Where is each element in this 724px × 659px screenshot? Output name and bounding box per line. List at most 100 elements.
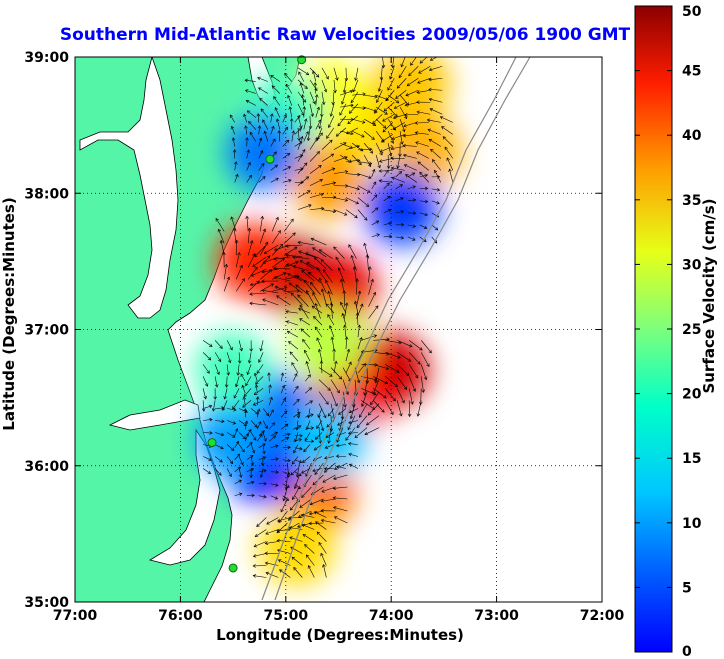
velocity-vector [308, 272, 321, 283]
vector-head [374, 110, 378, 114]
vector-head [265, 412, 270, 417]
vector-head [262, 298, 266, 302]
vector-head [372, 122, 377, 126]
velocity-vector [419, 187, 428, 190]
vector-head [404, 113, 408, 117]
vector-head [428, 97, 433, 102]
vector-head [287, 445, 291, 450]
velocity-vector [272, 258, 285, 268]
velocity-vector [293, 412, 301, 418]
velocity-vector [255, 529, 267, 537]
velocity-vector [309, 208, 324, 210]
vector-head [245, 215, 249, 220]
velocity-vector [291, 456, 299, 465]
vector-head [299, 125, 303, 129]
velocity-vector [273, 267, 291, 270]
vector-head [342, 89, 347, 94]
vector-head [302, 99, 307, 103]
vector-head [285, 253, 289, 258]
vector-head [296, 289, 300, 293]
vector-head [414, 131, 419, 135]
vector-head [287, 432, 291, 437]
vector-head [318, 165, 322, 169]
vector-head [296, 274, 300, 279]
vector-head [298, 459, 303, 464]
vector-head [243, 422, 248, 426]
vector-head [237, 251, 241, 256]
vector-head [322, 479, 326, 483]
vector-head [284, 126, 288, 131]
vector-head [436, 201, 440, 205]
vector-head [271, 422, 275, 426]
vector-head [297, 240, 301, 245]
velocity-vector [379, 170, 393, 172]
velocity-vector [266, 517, 279, 525]
velocity-vector [342, 391, 346, 408]
velocity-vector [385, 340, 402, 344]
vector-head [348, 110, 353, 114]
vector-head [371, 406, 376, 410]
vector-head [410, 62, 414, 66]
velocity-vector [274, 276, 291, 282]
vector-head [344, 77, 349, 82]
vector-head [208, 404, 213, 409]
vector-head [319, 178, 323, 183]
vector-head [354, 214, 358, 219]
velocity-vector [340, 302, 347, 314]
velocity-vector [394, 101, 407, 109]
vector-head [264, 425, 268, 430]
vector-head [249, 442, 253, 446]
velocity-vector [315, 107, 320, 118]
vector-head [208, 457, 212, 461]
vector-head [308, 387, 313, 391]
vector-head [219, 239, 224, 244]
vector-head [392, 126, 397, 130]
vector-head [344, 302, 349, 306]
velocity-vector [297, 190, 311, 198]
vector-head [299, 154, 304, 158]
vector-head [231, 434, 236, 438]
vector-head [411, 172, 416, 176]
vector-head [333, 246, 337, 250]
velocity-vector [272, 272, 287, 280]
velocity-vector [243, 114, 248, 123]
vector-head [365, 380, 370, 384]
velocity-vector [246, 468, 254, 473]
vector-head [362, 92, 366, 96]
vector-head [288, 282, 293, 286]
vector-head [287, 273, 291, 277]
velocity-vector [256, 409, 260, 418]
velocity-vector [348, 453, 359, 457]
vector-head [244, 409, 248, 413]
velocity-vector [328, 115, 335, 128]
colorbar: 0 5 10 15 20 25 30 35 40 45 50 Surface Velocity (c… [634, 4, 718, 659]
velocity-vector [334, 462, 348, 470]
vector-head [360, 303, 364, 307]
velocity-vector [312, 247, 327, 258]
velocity-vector [276, 295, 291, 306]
velocity-vector [375, 155, 381, 168]
velocity-vector [226, 468, 232, 477]
vector-head [206, 370, 210, 374]
velocity-vector [366, 254, 369, 271]
vector-head [374, 194, 378, 198]
velocity-vector [234, 441, 239, 448]
velocity-vector [397, 78, 407, 89]
vector-head [337, 122, 341, 127]
velocity-vector [258, 443, 266, 449]
vector-head [392, 397, 396, 402]
vector-head [276, 118, 280, 122]
vector-head [207, 470, 212, 474]
velocity-vector [398, 66, 407, 78]
vector-head [416, 413, 421, 417]
velocity-vector [407, 236, 416, 241]
vector-head [338, 411, 342, 415]
velocity-vector [270, 495, 278, 500]
velocity-vector [258, 163, 265, 171]
vector-head [314, 257, 318, 261]
vector-head [399, 412, 403, 417]
vector-head [315, 521, 319, 525]
velocity-vector [202, 352, 212, 361]
vector-head [378, 159, 383, 163]
velocity-vector [242, 385, 246, 394]
